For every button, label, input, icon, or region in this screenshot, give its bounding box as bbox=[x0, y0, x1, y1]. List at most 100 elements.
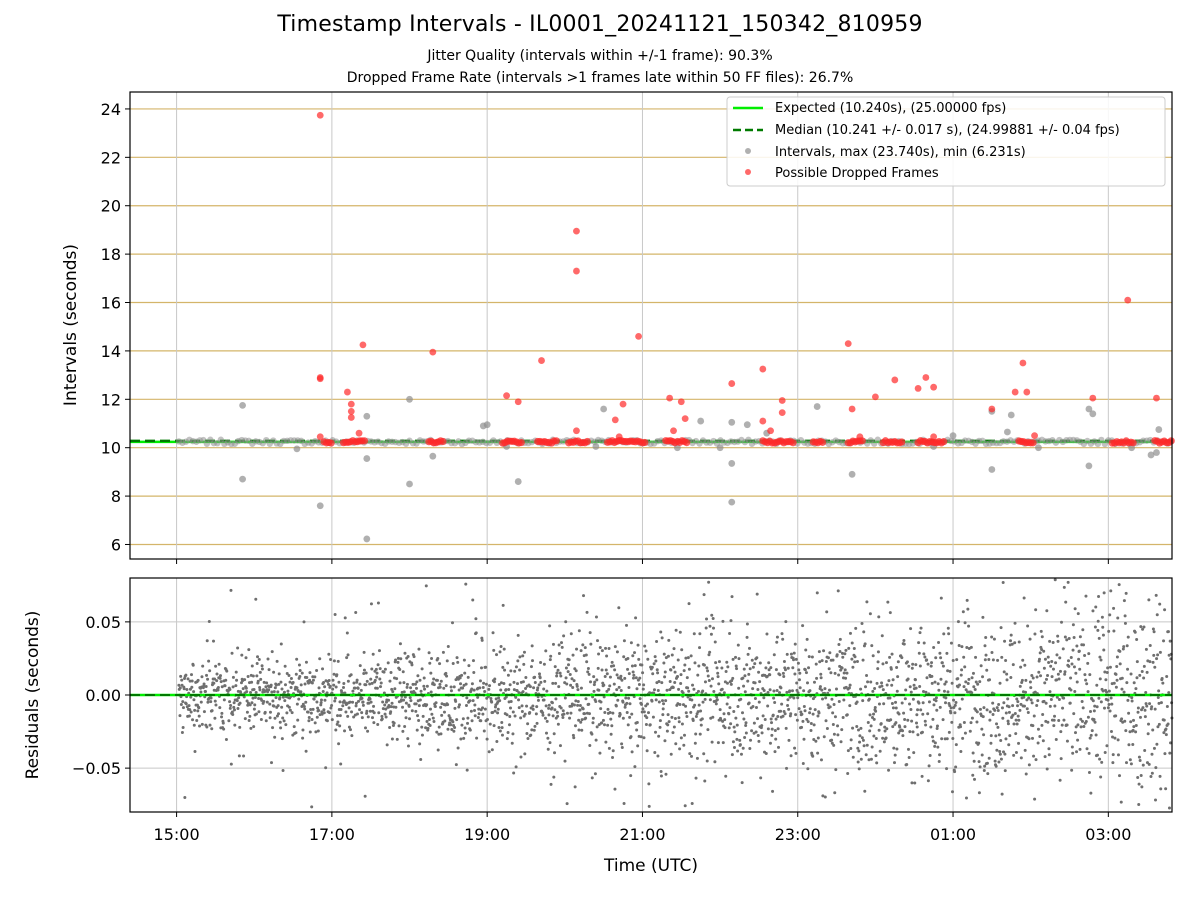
residual-point bbox=[627, 685, 631, 689]
residual-point bbox=[1154, 798, 1158, 802]
residual-point bbox=[873, 705, 877, 709]
dropped-frame-rate-subtitle: Dropped Frame Rate (intervals >1 frames … bbox=[346, 70, 854, 86]
residual-point bbox=[615, 650, 619, 654]
residual-point bbox=[298, 669, 302, 673]
residual-point bbox=[332, 659, 336, 663]
residual-point bbox=[866, 680, 870, 684]
residual-point bbox=[604, 646, 608, 650]
residual-point bbox=[213, 716, 217, 720]
residual-point bbox=[640, 663, 644, 667]
residual-point bbox=[329, 706, 333, 710]
residual-point bbox=[617, 606, 621, 610]
residual-point bbox=[635, 728, 639, 732]
residual-point bbox=[1046, 720, 1050, 724]
residual-point bbox=[1165, 704, 1169, 708]
residual-point bbox=[1008, 639, 1012, 643]
residual-point bbox=[1033, 797, 1037, 801]
residual-point bbox=[1034, 608, 1038, 612]
time-x-tick-label: 15:00 bbox=[154, 825, 200, 844]
interval-point bbox=[1085, 405, 1093, 413]
residual-point bbox=[299, 683, 303, 687]
residual-point bbox=[250, 664, 254, 668]
residual-point bbox=[204, 684, 208, 688]
residual-point bbox=[1111, 735, 1115, 739]
residual-point bbox=[470, 687, 474, 691]
residual-point bbox=[712, 689, 716, 693]
residual-point bbox=[427, 717, 431, 721]
residual-point bbox=[730, 595, 734, 599]
residual-point bbox=[637, 683, 641, 687]
residual-point bbox=[1080, 700, 1084, 704]
residual-point bbox=[983, 644, 987, 648]
residual-point bbox=[458, 676, 462, 680]
residual-point bbox=[862, 744, 866, 748]
time-x-tick-label: 19:00 bbox=[464, 825, 510, 844]
legend-box bbox=[726, 96, 1166, 187]
residual-point bbox=[1085, 747, 1089, 751]
residual-point bbox=[1052, 718, 1056, 722]
residual-point bbox=[612, 664, 616, 668]
residual-point bbox=[665, 729, 669, 733]
residual-point bbox=[916, 708, 920, 712]
residual-point bbox=[1103, 751, 1107, 755]
residual-point bbox=[404, 709, 408, 713]
residual-point bbox=[781, 714, 785, 718]
residual-point bbox=[1115, 665, 1119, 669]
residual-point bbox=[663, 670, 667, 674]
residual-point bbox=[463, 671, 467, 675]
residual-point bbox=[708, 698, 712, 702]
dropped-frame-point bbox=[930, 383, 938, 391]
residual-point bbox=[360, 696, 364, 700]
residual-point bbox=[729, 619, 733, 623]
residual-point bbox=[205, 639, 209, 643]
residual-point bbox=[782, 675, 786, 679]
residual-point bbox=[276, 704, 280, 708]
residual-point bbox=[983, 764, 987, 768]
residual-point bbox=[932, 703, 936, 707]
residual-point bbox=[617, 685, 621, 689]
residual-point bbox=[424, 584, 428, 588]
residual-point bbox=[378, 677, 382, 681]
residual-point bbox=[926, 779, 930, 783]
residual-point bbox=[958, 707, 962, 711]
residual-point bbox=[401, 670, 405, 674]
residual-point bbox=[376, 723, 380, 727]
residual-point bbox=[258, 685, 262, 689]
residual-point bbox=[934, 699, 938, 703]
residual-point bbox=[824, 660, 828, 664]
residual-point bbox=[508, 714, 512, 718]
residual-point bbox=[592, 689, 596, 693]
residual-point bbox=[1021, 658, 1025, 662]
residual-point bbox=[819, 672, 823, 676]
residual-point bbox=[254, 597, 258, 601]
residual-point bbox=[331, 678, 335, 682]
residual-point bbox=[579, 686, 583, 690]
dropped-frame-point bbox=[844, 340, 852, 348]
residual-point bbox=[362, 650, 366, 654]
residual-point bbox=[1055, 695, 1059, 699]
residual-point bbox=[522, 650, 526, 654]
residual-point bbox=[524, 675, 528, 679]
residual-point bbox=[602, 683, 606, 687]
residual-point bbox=[1108, 665, 1112, 669]
residual-point bbox=[1059, 757, 1063, 761]
residual-point bbox=[842, 698, 846, 702]
residual-point bbox=[895, 689, 899, 693]
residual-point bbox=[745, 663, 749, 667]
residual-point bbox=[760, 731, 764, 735]
residual-point bbox=[715, 666, 719, 670]
residual-point bbox=[630, 712, 634, 716]
residual-point bbox=[816, 714, 820, 718]
residual-point bbox=[391, 724, 395, 728]
dropped-frame-point bbox=[922, 374, 930, 381]
residual-point bbox=[795, 688, 799, 692]
residual-point bbox=[860, 736, 864, 740]
residual-point bbox=[272, 690, 276, 694]
residual-point bbox=[301, 736, 305, 740]
residual-point bbox=[215, 672, 219, 676]
interval-point bbox=[949, 432, 957, 439]
dropped-frame-point bbox=[1089, 394, 1097, 402]
residual-point bbox=[596, 666, 600, 670]
residual-point bbox=[312, 697, 316, 701]
dropped-frame-point bbox=[891, 376, 899, 384]
